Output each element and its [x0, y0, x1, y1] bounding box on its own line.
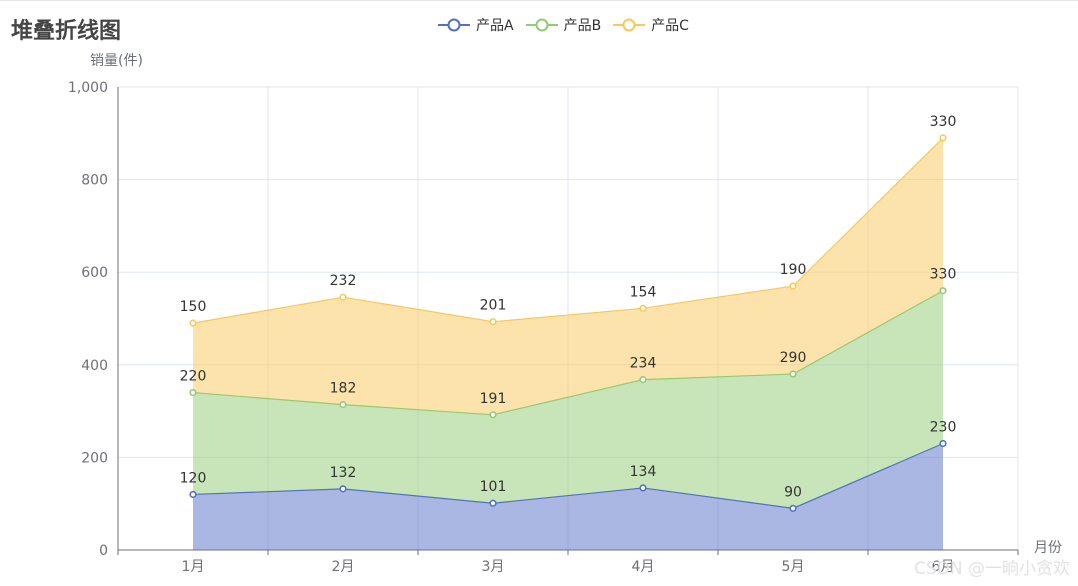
data-label: 90	[784, 484, 802, 500]
data-point	[939, 134, 947, 142]
area-产品B	[193, 290, 943, 509]
x-tick-label: 3月	[482, 559, 505, 575]
y-tick-label: 200	[81, 450, 108, 466]
legend-label-product-a: 产品A	[476, 18, 514, 34]
legend-marker-icon	[613, 18, 646, 32]
data-label: 330	[930, 114, 957, 130]
legend-item-product-c[interactable]: 产品C	[613, 15, 689, 35]
data-point	[189, 319, 197, 327]
x-tick-label: 6月	[932, 559, 955, 575]
legend-item-product-b[interactable]: 产品B	[525, 15, 602, 35]
series-line-产品A	[192, 442, 944, 509]
legend-label-product-c: 产品C	[651, 18, 689, 34]
y-axis-name: 销量(件)	[90, 53, 143, 69]
series-line-产品C	[192, 137, 944, 324]
x-tick-label: 1月	[182, 559, 205, 575]
x-tick-label: 5月	[782, 559, 805, 575]
x-tick-label: 4月	[632, 559, 655, 575]
data-label: 230	[930, 420, 957, 436]
legend-label-product-b: 产品B	[563, 18, 602, 34]
data-point	[339, 485, 347, 493]
y-tick-label: 600	[81, 265, 108, 281]
data-point	[789, 370, 797, 378]
data-point	[189, 490, 197, 499]
data-label: 134	[630, 464, 657, 480]
data-label: 150	[180, 299, 207, 315]
data-point	[489, 318, 497, 326]
data-point	[939, 439, 947, 448]
data-point	[789, 504, 797, 512]
data-label: 234	[630, 356, 657, 372]
data-label: 154	[630, 284, 657, 300]
legend-marker-icon	[438, 18, 470, 32]
x-axis-name: 月份	[1034, 540, 1062, 556]
data-label: 132	[330, 465, 357, 481]
legend: 产品A 产品B 产品C	[438, 15, 689, 35]
chart-title: 堆叠折线图	[11, 19, 122, 44]
data-label: 120	[180, 470, 207, 486]
data-point	[339, 401, 347, 409]
data-label: 330	[930, 267, 957, 283]
data-point	[189, 388, 197, 397]
area-产品C	[193, 137, 943, 415]
legend-marker-icon	[525, 18, 558, 32]
data-point	[789, 282, 797, 290]
data-label: 191	[480, 391, 507, 407]
data-label: 190	[780, 262, 807, 278]
area-产品A	[193, 443, 943, 550]
data-point	[939, 287, 947, 295]
series-line-产品B	[192, 290, 944, 416]
y-tick-label: 1,000	[68, 80, 108, 96]
data-label: 182	[330, 381, 357, 397]
legend-item-product-a[interactable]: 产品A	[438, 15, 514, 35]
data-point	[489, 411, 497, 419]
data-point	[639, 376, 647, 384]
data-label: 201	[480, 298, 507, 314]
data-point	[639, 484, 647, 492]
data-point	[339, 293, 347, 301]
y-tick-label: 400	[81, 358, 108, 374]
data-label: 290	[780, 350, 807, 366]
y-tick-label: 800	[81, 173, 108, 189]
data-label: 232	[330, 273, 357, 289]
data-point	[639, 304, 647, 312]
data-point	[489, 499, 497, 507]
data-label: 220	[180, 369, 207, 385]
data-label: 101	[480, 479, 507, 495]
y-tick-label: 0	[99, 543, 108, 559]
x-tick-label: 2月	[332, 559, 355, 575]
